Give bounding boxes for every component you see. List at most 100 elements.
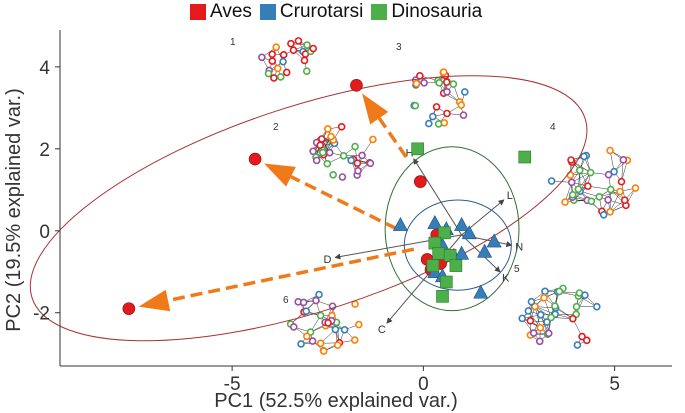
network-node xyxy=(312,296,320,305)
y-tick-label: 2 xyxy=(39,140,50,161)
network-2: 2 xyxy=(273,122,377,181)
trajectory-to-aves-3-head xyxy=(138,289,171,312)
network-node xyxy=(568,191,577,199)
network-node xyxy=(529,329,538,337)
network-node xyxy=(620,196,629,204)
network-node xyxy=(366,159,375,168)
network-node xyxy=(317,135,326,143)
point-dinosauria xyxy=(438,226,451,240)
network-node xyxy=(351,142,359,151)
point-crurotarsi xyxy=(477,243,493,258)
network-node xyxy=(289,323,298,331)
network-node xyxy=(457,101,466,109)
point-aves xyxy=(122,302,136,315)
network-node xyxy=(543,318,551,326)
network-node xyxy=(586,168,595,177)
point-dinosauria xyxy=(426,259,440,272)
network-label: 6 xyxy=(283,295,289,306)
point-aves xyxy=(350,79,363,92)
loading-label: D xyxy=(324,254,332,266)
network-node xyxy=(616,187,624,196)
network-node xyxy=(435,79,444,87)
loading-label: K xyxy=(502,272,510,284)
network-node xyxy=(443,109,451,118)
network-node xyxy=(411,101,420,110)
network-node xyxy=(331,325,340,334)
legend: Aves Crurotarsi Dinosauria xyxy=(190,1,486,23)
network-3: 3 xyxy=(396,42,469,128)
network-node xyxy=(279,51,288,59)
network-node xyxy=(587,197,596,206)
trajectory-to-aves-1-head xyxy=(362,93,389,125)
legend-label-aves: Aves xyxy=(210,1,252,22)
network-node xyxy=(541,287,549,296)
network-node xyxy=(319,347,328,355)
x-tick-label: -5 xyxy=(224,374,241,395)
network-node xyxy=(561,198,569,206)
loading-label: N xyxy=(515,242,523,254)
loading-arrow xyxy=(413,158,463,236)
network-node xyxy=(272,43,281,52)
network-node xyxy=(551,302,559,310)
network-node xyxy=(338,173,347,181)
network-node xyxy=(369,135,377,144)
legend-item-crurotarsi: Crurotarsi xyxy=(259,1,364,23)
network-node xyxy=(282,68,291,77)
network-node xyxy=(300,56,309,65)
network-node xyxy=(526,317,535,325)
network-node xyxy=(350,336,359,344)
network-node xyxy=(303,41,311,49)
network-node xyxy=(575,166,584,175)
network-label: 1 xyxy=(230,37,236,48)
trajectory-to-aves-1-line xyxy=(377,117,408,159)
point-aves xyxy=(414,175,427,188)
point-crurotarsi xyxy=(392,217,408,231)
loading-label: C xyxy=(378,324,386,336)
network-node xyxy=(518,314,527,323)
point-dinosauria xyxy=(440,275,453,289)
network-node xyxy=(459,111,468,119)
network-node xyxy=(299,298,308,307)
network-node xyxy=(429,112,437,121)
point-dinosauria xyxy=(449,259,463,272)
trajectory-to-aves-2-line xyxy=(290,175,398,231)
ellipse-aves xyxy=(29,75,588,342)
point-aves xyxy=(248,152,262,166)
network-node xyxy=(544,329,553,338)
network-node xyxy=(316,311,325,320)
point-dinosauria xyxy=(432,247,445,260)
network-node xyxy=(347,156,355,165)
network-node xyxy=(316,141,325,149)
network-node xyxy=(273,64,282,73)
point-crurotarsi xyxy=(486,233,502,248)
network-node xyxy=(443,87,451,96)
network-node xyxy=(567,156,575,164)
x-tick-label: 0 xyxy=(418,374,429,395)
network-node xyxy=(297,340,305,348)
network-node xyxy=(354,167,362,175)
network-node xyxy=(606,185,615,194)
network-node xyxy=(580,152,588,161)
trajectory-to-aves-2-head xyxy=(264,163,296,187)
network-node xyxy=(610,167,618,176)
loading-label: L xyxy=(507,190,513,202)
point-crurotarsi xyxy=(454,245,470,260)
x-axis-label: PC1 (52.5% explained var.) xyxy=(214,390,457,412)
network-node xyxy=(339,151,348,160)
network-node xyxy=(524,307,533,315)
network-5: 5 xyxy=(514,264,601,349)
network-node xyxy=(340,325,349,334)
network-node xyxy=(547,177,556,185)
network-node xyxy=(460,88,469,96)
network-4: 4 xyxy=(547,122,640,219)
network-node xyxy=(327,132,335,141)
network-label: 4 xyxy=(550,122,556,133)
network-node xyxy=(449,80,458,88)
network-node xyxy=(574,185,583,194)
legend-label-crurotarsi: Crurotarsi xyxy=(279,1,364,22)
trajectory-to-aves-3-line xyxy=(167,247,415,303)
network-1: 1 xyxy=(230,37,317,82)
network-label: 3 xyxy=(396,42,402,53)
network-node xyxy=(527,297,536,306)
